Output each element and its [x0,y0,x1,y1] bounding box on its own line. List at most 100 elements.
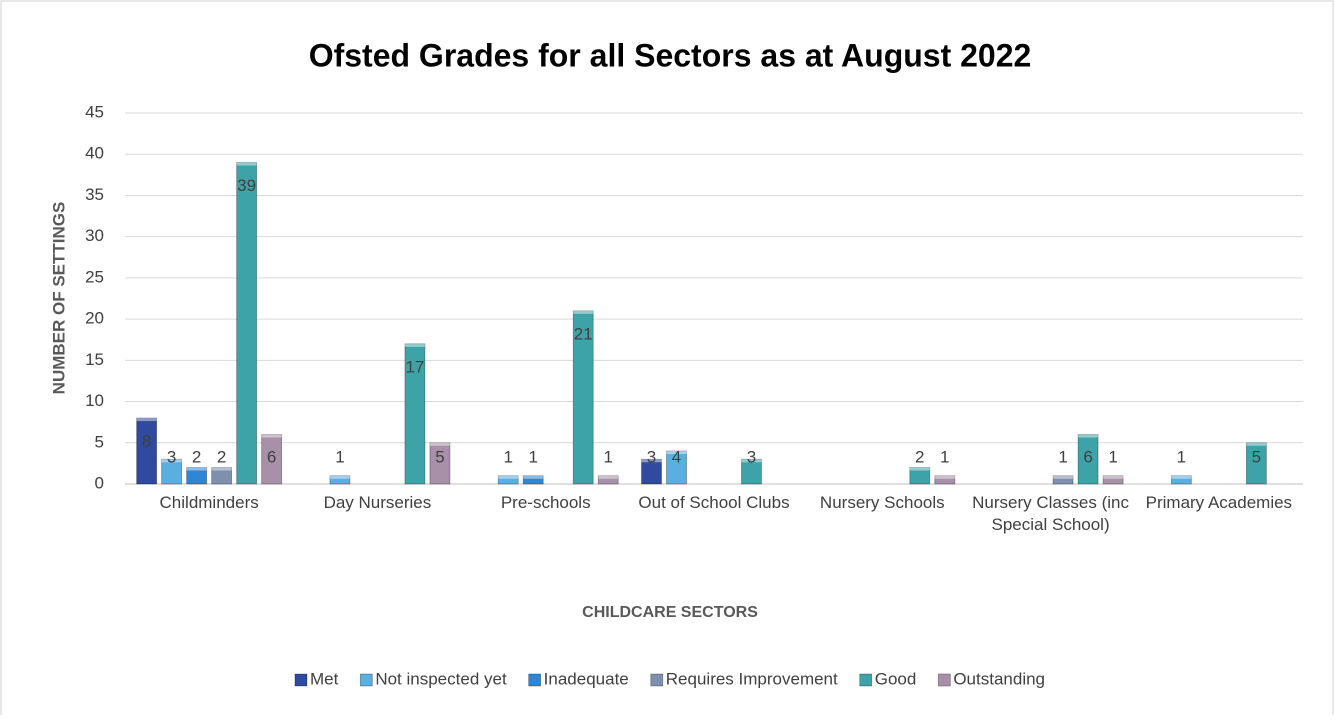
bar [211,467,233,485]
x-tick-label: Nursery Schools [820,493,945,512]
bar [1052,475,1074,485]
x-tick-line: Day Nurseries [324,493,432,512]
bar-top [261,434,282,438]
bar [1170,475,1192,485]
x-axis-title: CHILDCARE SECTORS [582,604,758,621]
bar [741,458,762,485]
legend-label: Good [875,669,917,688]
data-label: 2 [192,447,201,466]
bar-top [186,467,207,471]
legend-swatch [859,673,873,687]
legend-label: Outstanding [953,669,1045,688]
x-tick-label: Nursery Classes (inc Special School) [972,493,1129,534]
legend-label: Inadequate [544,669,629,688]
y-tick-label: 5 [95,432,104,451]
y-tick-label: 15 [85,350,104,369]
x-tick-line: Nursery Classes (inc [972,493,1129,512]
y-tick-label: 25 [85,267,104,286]
bar-top [1053,475,1074,479]
bar [261,434,283,485]
bar-top [666,451,687,455]
legend-swatch [650,673,664,687]
data-label: 6 [1083,447,1092,466]
bar-top [329,475,350,479]
data-label: 3 [167,447,176,466]
bar [641,458,662,485]
x-tick-line: Primary Academies [1146,493,1292,512]
bar-top [498,475,519,479]
data-label: 1 [335,447,344,466]
legend-swatch [528,673,542,687]
data-label: 6 [267,447,276,466]
data-label: 5 [435,447,444,466]
data-label: 1 [940,447,949,466]
data-label: 3 [747,447,756,466]
bar [522,475,544,485]
bar-top [236,162,257,166]
data-label: 1 [1108,447,1117,466]
bar-top [1171,475,1192,479]
data-label: 2 [915,447,924,466]
bar [497,475,519,485]
x-tick-label: Childminders [160,493,259,512]
bar [429,442,451,485]
data-label: 17 [405,357,424,376]
bar-top [641,459,662,463]
bar-top [1103,475,1124,479]
x-tick-label: Pre-schools [501,493,591,512]
bar-top [523,475,544,479]
bar [186,467,208,485]
y-axis-title: NUMBER OF SETTINGS [49,202,68,395]
bar [329,475,351,485]
x-tick-label: Day Nurseries [324,493,432,512]
legend-label: Not inspected yet [375,669,507,688]
bar [161,458,183,485]
bar [1102,475,1124,485]
data-label: 5 [1252,447,1261,466]
x-tick-line: Childminders [160,493,259,512]
y-tick-label: 45 [85,102,104,121]
bar-top [1078,434,1099,438]
x-tick-line: Pre-schools [501,493,591,512]
data-label: 1 [1177,447,1186,466]
data-label: 39 [237,176,256,195]
data-label: 21 [574,324,593,343]
legend-swatch [294,673,308,687]
bar-top [598,475,619,479]
bar-top [1246,442,1267,446]
data-label: 4 [672,447,681,466]
bar-top [741,459,762,463]
data-label: 1 [603,447,612,466]
bar [934,475,956,485]
chart-title: Ofsted Grades for all Sectors as at Augu… [309,37,1032,73]
bar [1077,434,1099,485]
legend-label: Requires Improvement [666,669,838,688]
data-label: 3 [647,447,656,466]
bar-top [429,442,450,446]
legend-swatch [937,673,951,687]
bar-top [573,310,594,314]
bar [404,343,426,485]
bar [666,450,687,485]
data-label: 8 [142,432,151,451]
bar [909,467,931,485]
x-tick-label: Primary Academies [1146,493,1292,512]
bar [1245,442,1267,485]
data-label: 1 [503,447,512,466]
legend-label: Met [310,669,339,688]
bar-top [136,418,157,422]
y-tick-label: 10 [85,391,104,410]
bar [236,162,258,485]
bar [136,417,158,485]
x-tick-label: Out of School Clubs [638,493,789,512]
y-tick-label: 20 [85,309,104,328]
data-label: 1 [1058,447,1067,466]
x-tick-line: Out of School Clubs [638,493,789,512]
y-tick-label: 35 [85,185,104,204]
bar-top [909,467,930,471]
legend: Met Not inspected yet Inadequate Requires I… [294,669,1045,688]
bar-top [211,467,232,471]
legend-swatch [359,673,373,687]
x-tick-line: Special School) [992,515,1110,534]
